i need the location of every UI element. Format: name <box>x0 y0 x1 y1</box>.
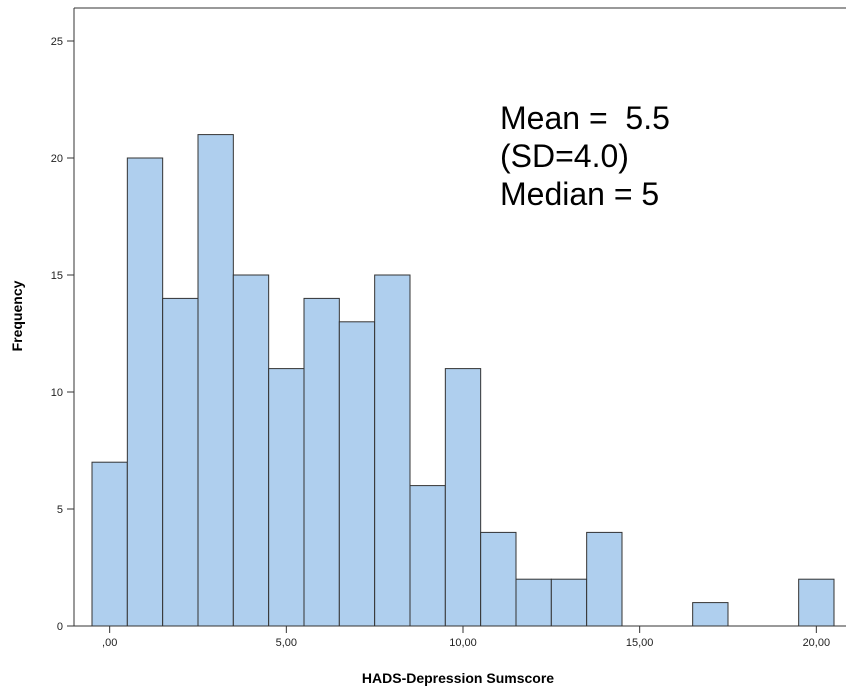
y-tick-label: 0 <box>57 621 63 633</box>
y-tick-label: 10 <box>51 387 63 399</box>
y-tick-label: 25 <box>51 36 63 48</box>
x-tick-label: ,00 <box>102 637 117 649</box>
x-tick-label: 10,00 <box>449 637 477 649</box>
histogram-bar <box>798 578 835 627</box>
mean-annotation: Mean = 5.5 <box>500 100 670 136</box>
x-tick-label: 15,00 <box>626 637 654 649</box>
y-tick-label: 15 <box>51 270 63 282</box>
histogram-bar <box>692 602 729 627</box>
histogram-bar <box>409 485 446 627</box>
x-tick-label: 20,00 <box>803 637 831 649</box>
y-tick-label: 20 <box>51 153 63 165</box>
histogram-bar <box>91 461 128 627</box>
median-annotation: Median = 5 <box>500 176 660 212</box>
x-axis-title: HADS-Depression Sumscore <box>362 670 554 686</box>
histogram-bar <box>374 274 411 627</box>
y-tick-label: 5 <box>57 504 63 516</box>
histogram-bar <box>197 134 234 627</box>
histogram-bar <box>162 297 199 627</box>
histogram-bar <box>480 531 517 627</box>
y-axis-ticks: 0 5 10 15 20 25 <box>51 36 74 633</box>
histogram-bar <box>338 321 376 627</box>
histogram-bar <box>444 368 482 627</box>
x-axis-ticks: ,00 5,00 10,00 15,00 20,00 <box>102 626 830 649</box>
histogram-bar <box>586 531 623 627</box>
bars-group <box>91 134 835 627</box>
histogram-bar <box>550 578 588 627</box>
sd-annotation: (SD=4.0) <box>500 138 629 174</box>
histogram-bar <box>303 297 340 627</box>
x-tick-label: 5,00 <box>276 637 297 649</box>
histogram-bar <box>232 274 270 627</box>
summary-statistics: Mean = 5.5 (SD=4.0) Median = 5 <box>500 99 670 213</box>
histogram-bar <box>515 578 552 627</box>
y-axis-title: Frequency <box>9 280 25 351</box>
histogram-bar <box>126 157 164 627</box>
histogram-bar <box>268 368 305 627</box>
